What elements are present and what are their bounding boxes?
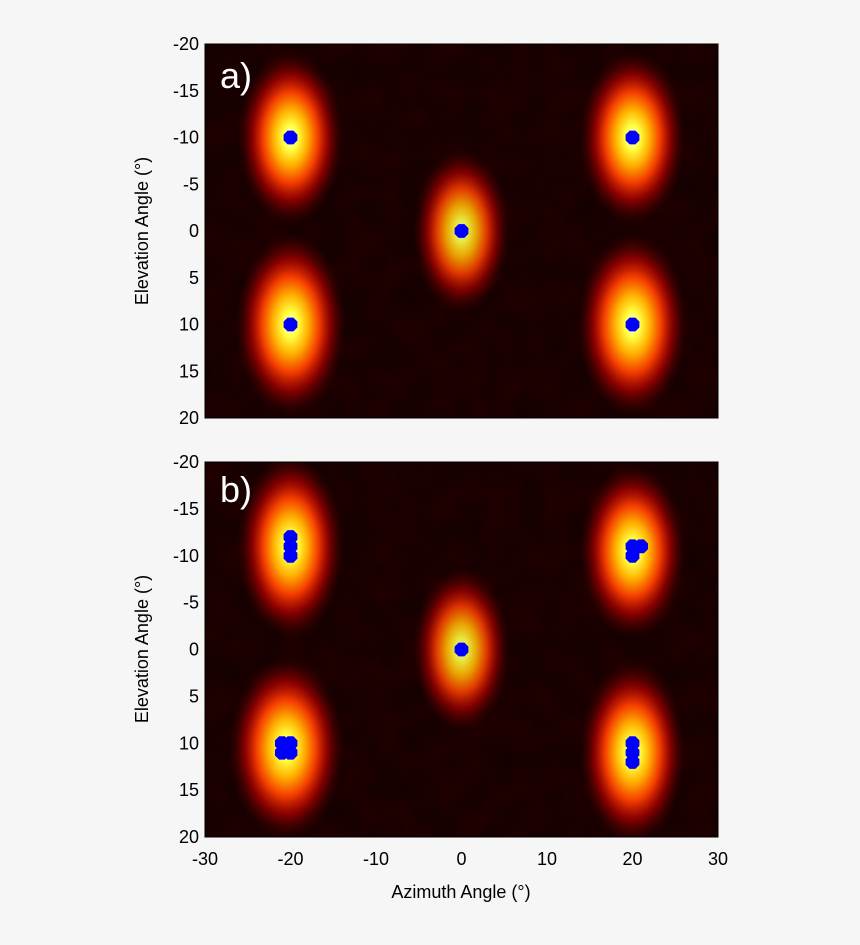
y-tick-label: -10 xyxy=(173,128,199,148)
plot-frame xyxy=(204,43,719,419)
y-tick-label: -15 xyxy=(173,499,199,519)
y-tick-labels: -20 -15 -10 -5 0 5 10 15 20 xyxy=(173,34,199,428)
panel-label: a) xyxy=(220,55,252,96)
y-tick-label: 20 xyxy=(179,827,199,847)
y-tick-label: 20 xyxy=(179,408,199,428)
y-tick-labels: -20 -15 -10 -5 0 5 10 15 20 xyxy=(173,452,199,847)
heatmap-b xyxy=(205,462,718,837)
doa-marker xyxy=(625,317,640,332)
y-tick-label: 10 xyxy=(179,733,199,753)
y-tick-label: 15 xyxy=(179,361,199,381)
doa-marker xyxy=(625,755,640,769)
y-tick-label: -20 xyxy=(173,34,199,54)
y-tick-label: -15 xyxy=(173,81,199,101)
x-tick-label: 0 xyxy=(456,849,466,869)
doa-marker xyxy=(283,317,298,332)
y-axis-title: Elevation Angle (°) xyxy=(132,575,152,723)
doa-marker xyxy=(283,130,298,145)
doa-marker xyxy=(454,642,469,657)
y-tick-label: 0 xyxy=(189,221,199,241)
x-axis-title: Azimuth Angle (°) xyxy=(391,882,530,902)
x-tick-label: 20 xyxy=(622,849,642,869)
y-tick-label: -5 xyxy=(183,593,199,613)
doa-marker xyxy=(454,224,469,238)
x-tick-label: 30 xyxy=(708,849,728,869)
markers-group xyxy=(275,530,648,769)
y-tick-label: 5 xyxy=(189,686,199,706)
doa-marker xyxy=(283,745,298,760)
y-tick-label: 0 xyxy=(189,640,199,660)
markers-group xyxy=(283,130,640,332)
y-tick-label: -20 xyxy=(173,452,199,472)
y-tick-label: -10 xyxy=(173,546,199,566)
panel-a: -20 -15 -10 -5 0 5 10 15 20 a) Elevation Angle (… xyxy=(132,34,719,428)
y-axis-title: Elevation Angle (°) xyxy=(132,157,152,305)
doa-marker xyxy=(283,548,298,563)
doa-marker xyxy=(625,130,640,145)
doa-marker xyxy=(634,539,648,554)
y-tick-label: -5 xyxy=(183,174,199,194)
x-tick-label: -30 xyxy=(192,849,218,869)
x-tick-labels: -30 -20 -10 0 10 20 30 xyxy=(192,849,728,869)
heatmap-a xyxy=(205,44,718,418)
x-tick-label: -20 xyxy=(277,849,303,869)
x-tick-label: 10 xyxy=(537,849,557,869)
y-tick-label: 10 xyxy=(179,315,199,335)
y-tick-label: 15 xyxy=(179,780,199,800)
plot-frame xyxy=(204,461,719,838)
panel-label: b) xyxy=(220,469,252,510)
y-tick-label: 5 xyxy=(189,268,199,288)
x-tick-label: -10 xyxy=(363,849,389,869)
